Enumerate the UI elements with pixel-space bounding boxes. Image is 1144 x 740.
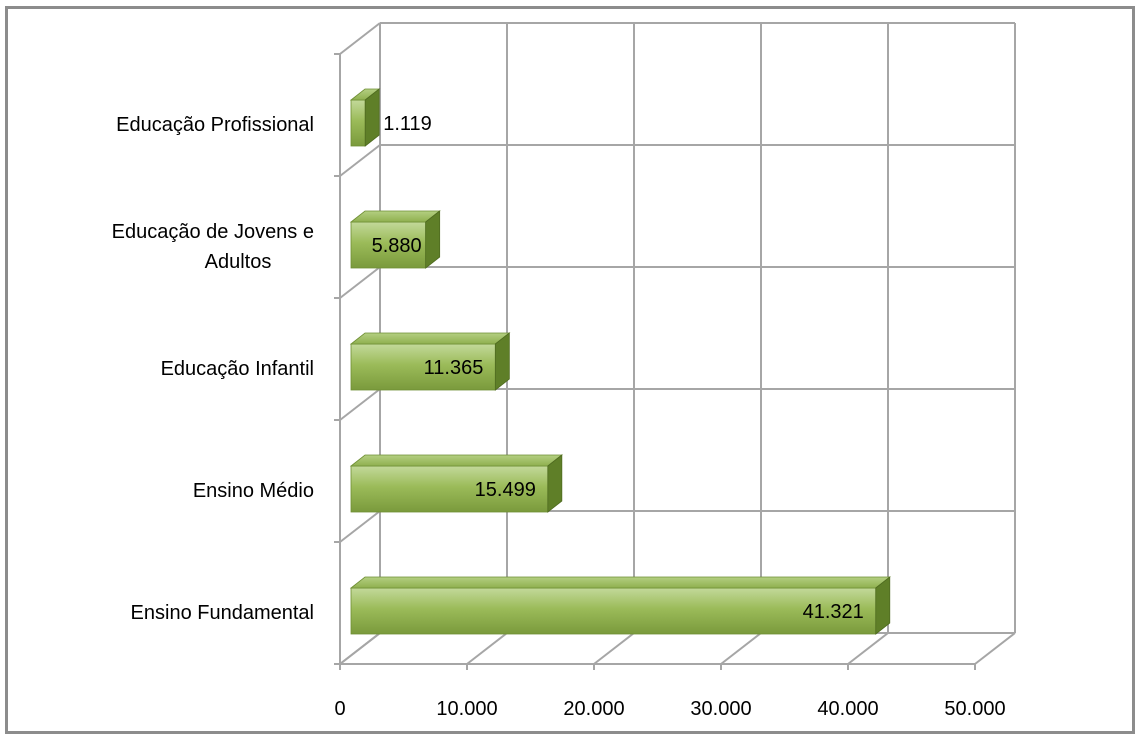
x-tick-label: 20.000 [563, 698, 624, 720]
floor-line [339, 632, 381, 665]
bar-top-face [349, 576, 891, 589]
floor-line [466, 632, 508, 665]
category-label-line: Educação Infantil [161, 358, 314, 380]
category-label: Educação de Jovens e Adultos [112, 221, 314, 273]
bar-side-face [494, 332, 510, 391]
side-wall-line [339, 266, 381, 299]
x-tick-label: 0 [334, 698, 345, 720]
x-tick-label: 10.000 [436, 698, 497, 720]
labels: 0 10.000 20.000 30.000 40.000 50.000 41.321 Ens… [112, 113, 1006, 720]
side-wall-line [339, 388, 381, 421]
category-label: Ensino Fundamental [131, 602, 314, 624]
data-label: 41.321 [803, 601, 864, 623]
floor-line [974, 632, 1016, 665]
bar-side-face [875, 576, 891, 635]
data-label: 11.365 [424, 357, 484, 379]
category-label-line: Adultos [205, 251, 272, 273]
bar [350, 221, 427, 269]
bar [350, 343, 496, 391]
bar-top-face [349, 210, 441, 223]
data-label: 1.119 [383, 113, 432, 135]
side-wall-line [339, 144, 381, 177]
category-label-line: Ensino Médio [193, 480, 314, 502]
data-label: 5.880 [372, 235, 422, 257]
bar-top-face [349, 332, 511, 345]
x-tick-label: 30.000 [690, 698, 751, 720]
category-label-line: Educação de Jovens e [112, 221, 314, 243]
x-tick-label: 50.000 [944, 698, 1005, 720]
bar [350, 99, 366, 147]
floor-line [593, 632, 635, 665]
category-label-line: Educação Profissional [116, 114, 314, 136]
bar [350, 587, 877, 635]
bars [349, 88, 891, 635]
side-wall-line [339, 510, 381, 543]
floor-line [720, 632, 762, 665]
bar [350, 465, 549, 513]
side-wall-line [339, 22, 381, 55]
data-label: 15.499 [475, 479, 536, 501]
bar-side-face [547, 454, 563, 513]
floor-line [847, 632, 889, 665]
category-label-line: Ensino Fundamental [131, 602, 314, 624]
bar-side-face [364, 88, 380, 147]
bar-side-face [425, 210, 441, 269]
x-tick-label: 40.000 [817, 698, 878, 720]
category-label: Educação Profissional [116, 114, 314, 136]
bar-top-face [349, 454, 563, 467]
category-label: Ensino Médio [193, 480, 314, 502]
category-label: Educação Infantil [161, 358, 314, 380]
